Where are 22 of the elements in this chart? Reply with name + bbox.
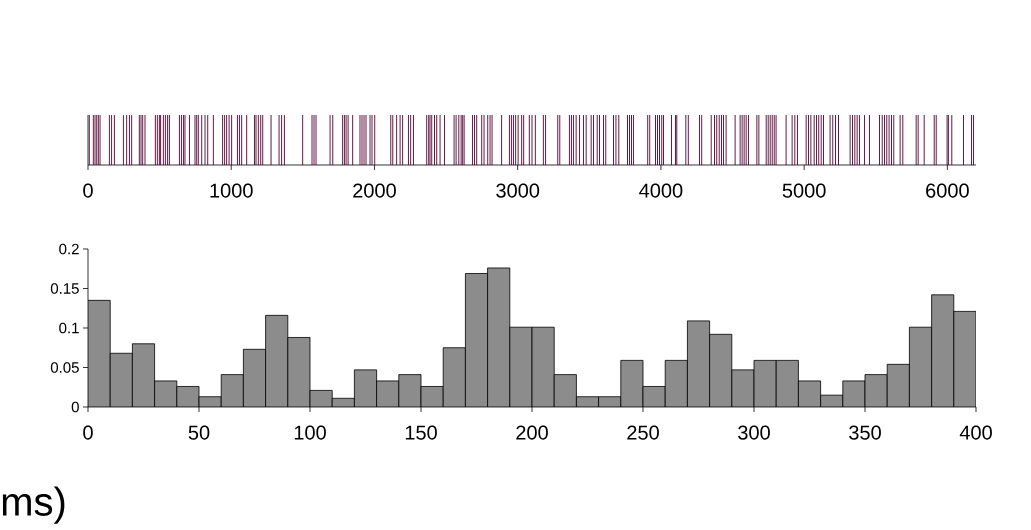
y-tick-label: 0.05 bbox=[50, 362, 79, 373]
x-tick-label: 100 bbox=[294, 425, 326, 440]
x-tick-label: 150 bbox=[405, 425, 437, 440]
x-tick-label: 200 bbox=[516, 425, 548, 440]
x-tick-label: 300 bbox=[738, 425, 770, 440]
y-tick-label: 0.2 bbox=[59, 243, 79, 255]
x-tick-label: 6000 bbox=[926, 183, 969, 198]
x-tick-label: 2000 bbox=[353, 183, 396, 198]
x-tick-label: 0 bbox=[83, 425, 93, 440]
x-tick-label: 350 bbox=[849, 425, 881, 440]
x-tick-label: 50 bbox=[188, 425, 210, 440]
y-tick-label: 0.1 bbox=[59, 322, 79, 334]
text: ms) bbox=[2, 486, 65, 524]
x-tick-label: 3000 bbox=[496, 183, 540, 198]
x-tick-label: 1000 bbox=[210, 183, 253, 198]
x-tick-label: 5000 bbox=[782, 183, 826, 198]
x-tick-label: 400 bbox=[959, 425, 992, 440]
x-tick-label: 4000 bbox=[639, 183, 683, 198]
y-tick-label: 0.15 bbox=[50, 283, 79, 294]
x-tick-label: 0 bbox=[83, 183, 93, 198]
x-tick-label: 250 bbox=[627, 425, 659, 440]
y-tick-label: 0 bbox=[71, 401, 79, 413]
